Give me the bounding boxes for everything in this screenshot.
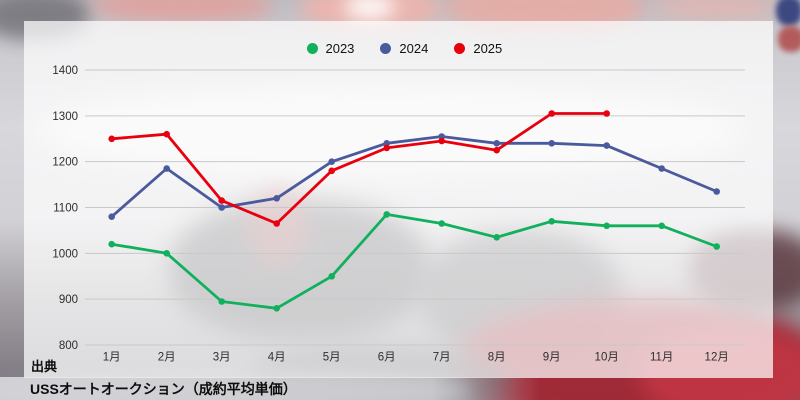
data-point-2025 [273, 220, 280, 227]
photo-blob [92, 0, 272, 22]
legend-label: 2023 [325, 41, 355, 56]
photo-blob [655, 0, 775, 22]
us-flag-blur [776, 0, 800, 26]
source-label: 出典 [31, 359, 58, 374]
legend: 2023 2024 2025 [306, 41, 502, 56]
x-axis-tick: 4月 [268, 352, 286, 364]
data-point-2025 [383, 144, 391, 152]
data-point-2024 [548, 140, 555, 147]
data-point-2024 [603, 142, 610, 149]
legend-label: 2024 [399, 41, 429, 56]
data-point-2025 [163, 130, 170, 138]
x-axis-tick: 10月 [595, 352, 619, 364]
data-point-2025 [603, 110, 610, 117]
data-point-2024 [493, 140, 501, 147]
series-line-2025 [110, 112, 609, 225]
legend-label: 2025 [473, 41, 503, 56]
data-point-2023 [603, 222, 610, 230]
x-axis-tick: 1月 [103, 352, 121, 364]
data-point-2023 [493, 234, 501, 241]
us-flag-blur [778, 26, 800, 52]
data-point-2023 [383, 211, 391, 218]
photo-blob [345, 0, 395, 20]
x-axis-tick: 12月 [705, 352, 729, 364]
x-axis-tick: 9月 [543, 352, 561, 364]
data-point-2023 [328, 273, 336, 280]
legend-dot-icon [454, 43, 466, 54]
x-axis-tick: 6月 [378, 352, 396, 364]
data-point-2025 [493, 146, 501, 154]
x-axis-tick: 7月 [433, 352, 451, 364]
data-point-2024 [273, 195, 280, 202]
data-point-2025 [328, 167, 336, 175]
y-axis-tick: 1200 [52, 157, 78, 169]
data-point-2023 [108, 240, 115, 248]
data-point-2024 [328, 158, 336, 165]
y-axis-tick: 900 [59, 294, 78, 306]
legend-dot-icon [380, 43, 392, 54]
y-axis-tick: 1000 [52, 248, 78, 260]
data-point-2023 [218, 298, 225, 305]
data-point-2024 [163, 165, 170, 172]
chart-panel: 2023 2024 2025 800 900 1000 1100 1200 1300 1400 1… [24, 21, 773, 378]
data-point-2023 [273, 305, 280, 312]
data-point-2025 [108, 135, 115, 143]
data-point-2025 [438, 137, 446, 145]
y-axis-tick: 800 [59, 340, 78, 352]
data-point-2025 [218, 197, 225, 204]
source-caption-strip [0, 377, 540, 400]
data-point-2023 [658, 222, 665, 230]
data-point-2024 [108, 213, 115, 220]
legend-item-2023: 2023 [306, 41, 354, 56]
y-axis-tick: 1300 [52, 111, 78, 123]
data-point-2023 [548, 218, 555, 225]
y-axis-tick: 1400 [52, 65, 78, 77]
line-chart: 800 900 1000 1100 1200 1300 1400 1月 2月 3月 4月 5月 6月 7月… [52, 65, 745, 364]
legend-item-2025: 2025 [454, 41, 502, 56]
x-axis-tick: 11月 [650, 352, 673, 364]
x-axis-tick: 3月 [213, 352, 231, 364]
data-point-2023 [163, 250, 170, 257]
data-point-2024 [218, 204, 225, 211]
x-axis-tick: 8月 [488, 352, 506, 364]
data-point-2024 [383, 140, 391, 147]
data-point-2023 [713, 243, 720, 250]
source-caption: USSオートオークション（成約平均単価） [30, 381, 297, 397]
data-point-2023 [438, 220, 446, 227]
series-line-2023 [110, 212, 719, 310]
data-point-2024 [658, 165, 665, 172]
legend-dot-icon [306, 43, 318, 54]
data-point-2025 [548, 110, 555, 117]
y-axis-tick: 1100 [53, 203, 78, 215]
x-axis-tick: 2月 [158, 352, 176, 364]
legend-item-2024: 2024 [380, 41, 428, 56]
data-point-2024 [713, 188, 720, 195]
series-line-2024 [110, 135, 719, 219]
x-axis-tick: 5月 [323, 352, 341, 364]
